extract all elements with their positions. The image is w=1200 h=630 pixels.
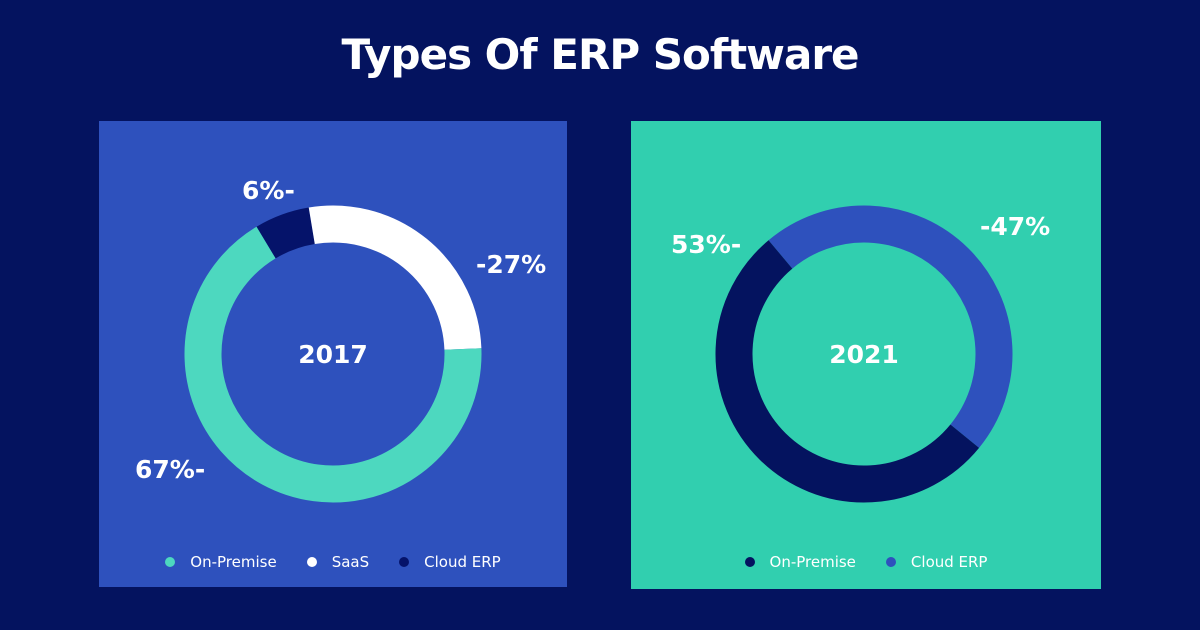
donut-slice-on-premise: [184, 226, 482, 503]
legend-item-saas: SaaS: [306, 553, 370, 571]
data-label-on-premise: 53%-: [671, 230, 741, 259]
legend-label: Cloud ERP: [424, 553, 501, 571]
legend-dot-icon: [306, 557, 317, 567]
data-label-saas: -27%: [476, 250, 546, 279]
data-label-cloud-erp: 6%-: [242, 176, 295, 205]
legend-dot-icon: [399, 557, 410, 567]
legend-label: On-Premise: [769, 553, 856, 571]
legend-dot-icon: [885, 557, 896, 567]
donut-chart-2021: 2021 53%- -47%: [671, 205, 1050, 503]
legend-item-on-premise: On-Premise: [744, 553, 856, 571]
legend-label: Cloud ERP: [910, 553, 988, 571]
legend-item-on-premise: On-Premise: [165, 553, 277, 571]
legend-dot-icon: [165, 557, 176, 567]
donut-center-label: 2017: [298, 340, 368, 369]
legend-label: On-Premise: [190, 553, 277, 571]
legend-label: SaaS: [331, 553, 370, 571]
donut-slice-cloud-erp: [768, 205, 1013, 448]
chart-panel-2017: 2017 67%- -27% 6%- On-Premise SaaS Cloud…: [99, 121, 567, 587]
legend-item-cloud-erp: Cloud ERP: [885, 553, 988, 571]
donut-slice-cloud-erp: [256, 207, 316, 259]
page-title: Types Of ERP Software: [341, 30, 859, 79]
chart-legend: On-Premise SaaS Cloud ERP: [99, 553, 567, 571]
chart-legend: On-Premise Cloud ERP: [631, 553, 1101, 571]
legend-item-cloud-erp: Cloud ERP: [399, 553, 501, 571]
data-label-cloud-erp: -47%: [980, 212, 1050, 241]
legend-dot-icon: [744, 557, 755, 567]
donut-slice-saas: [308, 205, 482, 351]
donut-chart-2017: 2017 67%- -27% 6%-: [135, 176, 546, 503]
donut-center-label: 2021: [829, 340, 899, 369]
chart-panel-2021: 2021 53%- -47% On-Premise Cloud ERP: [631, 121, 1101, 589]
data-label-on-premise: 67%-: [135, 455, 205, 484]
donut-slice-on-premise: [715, 240, 980, 503]
